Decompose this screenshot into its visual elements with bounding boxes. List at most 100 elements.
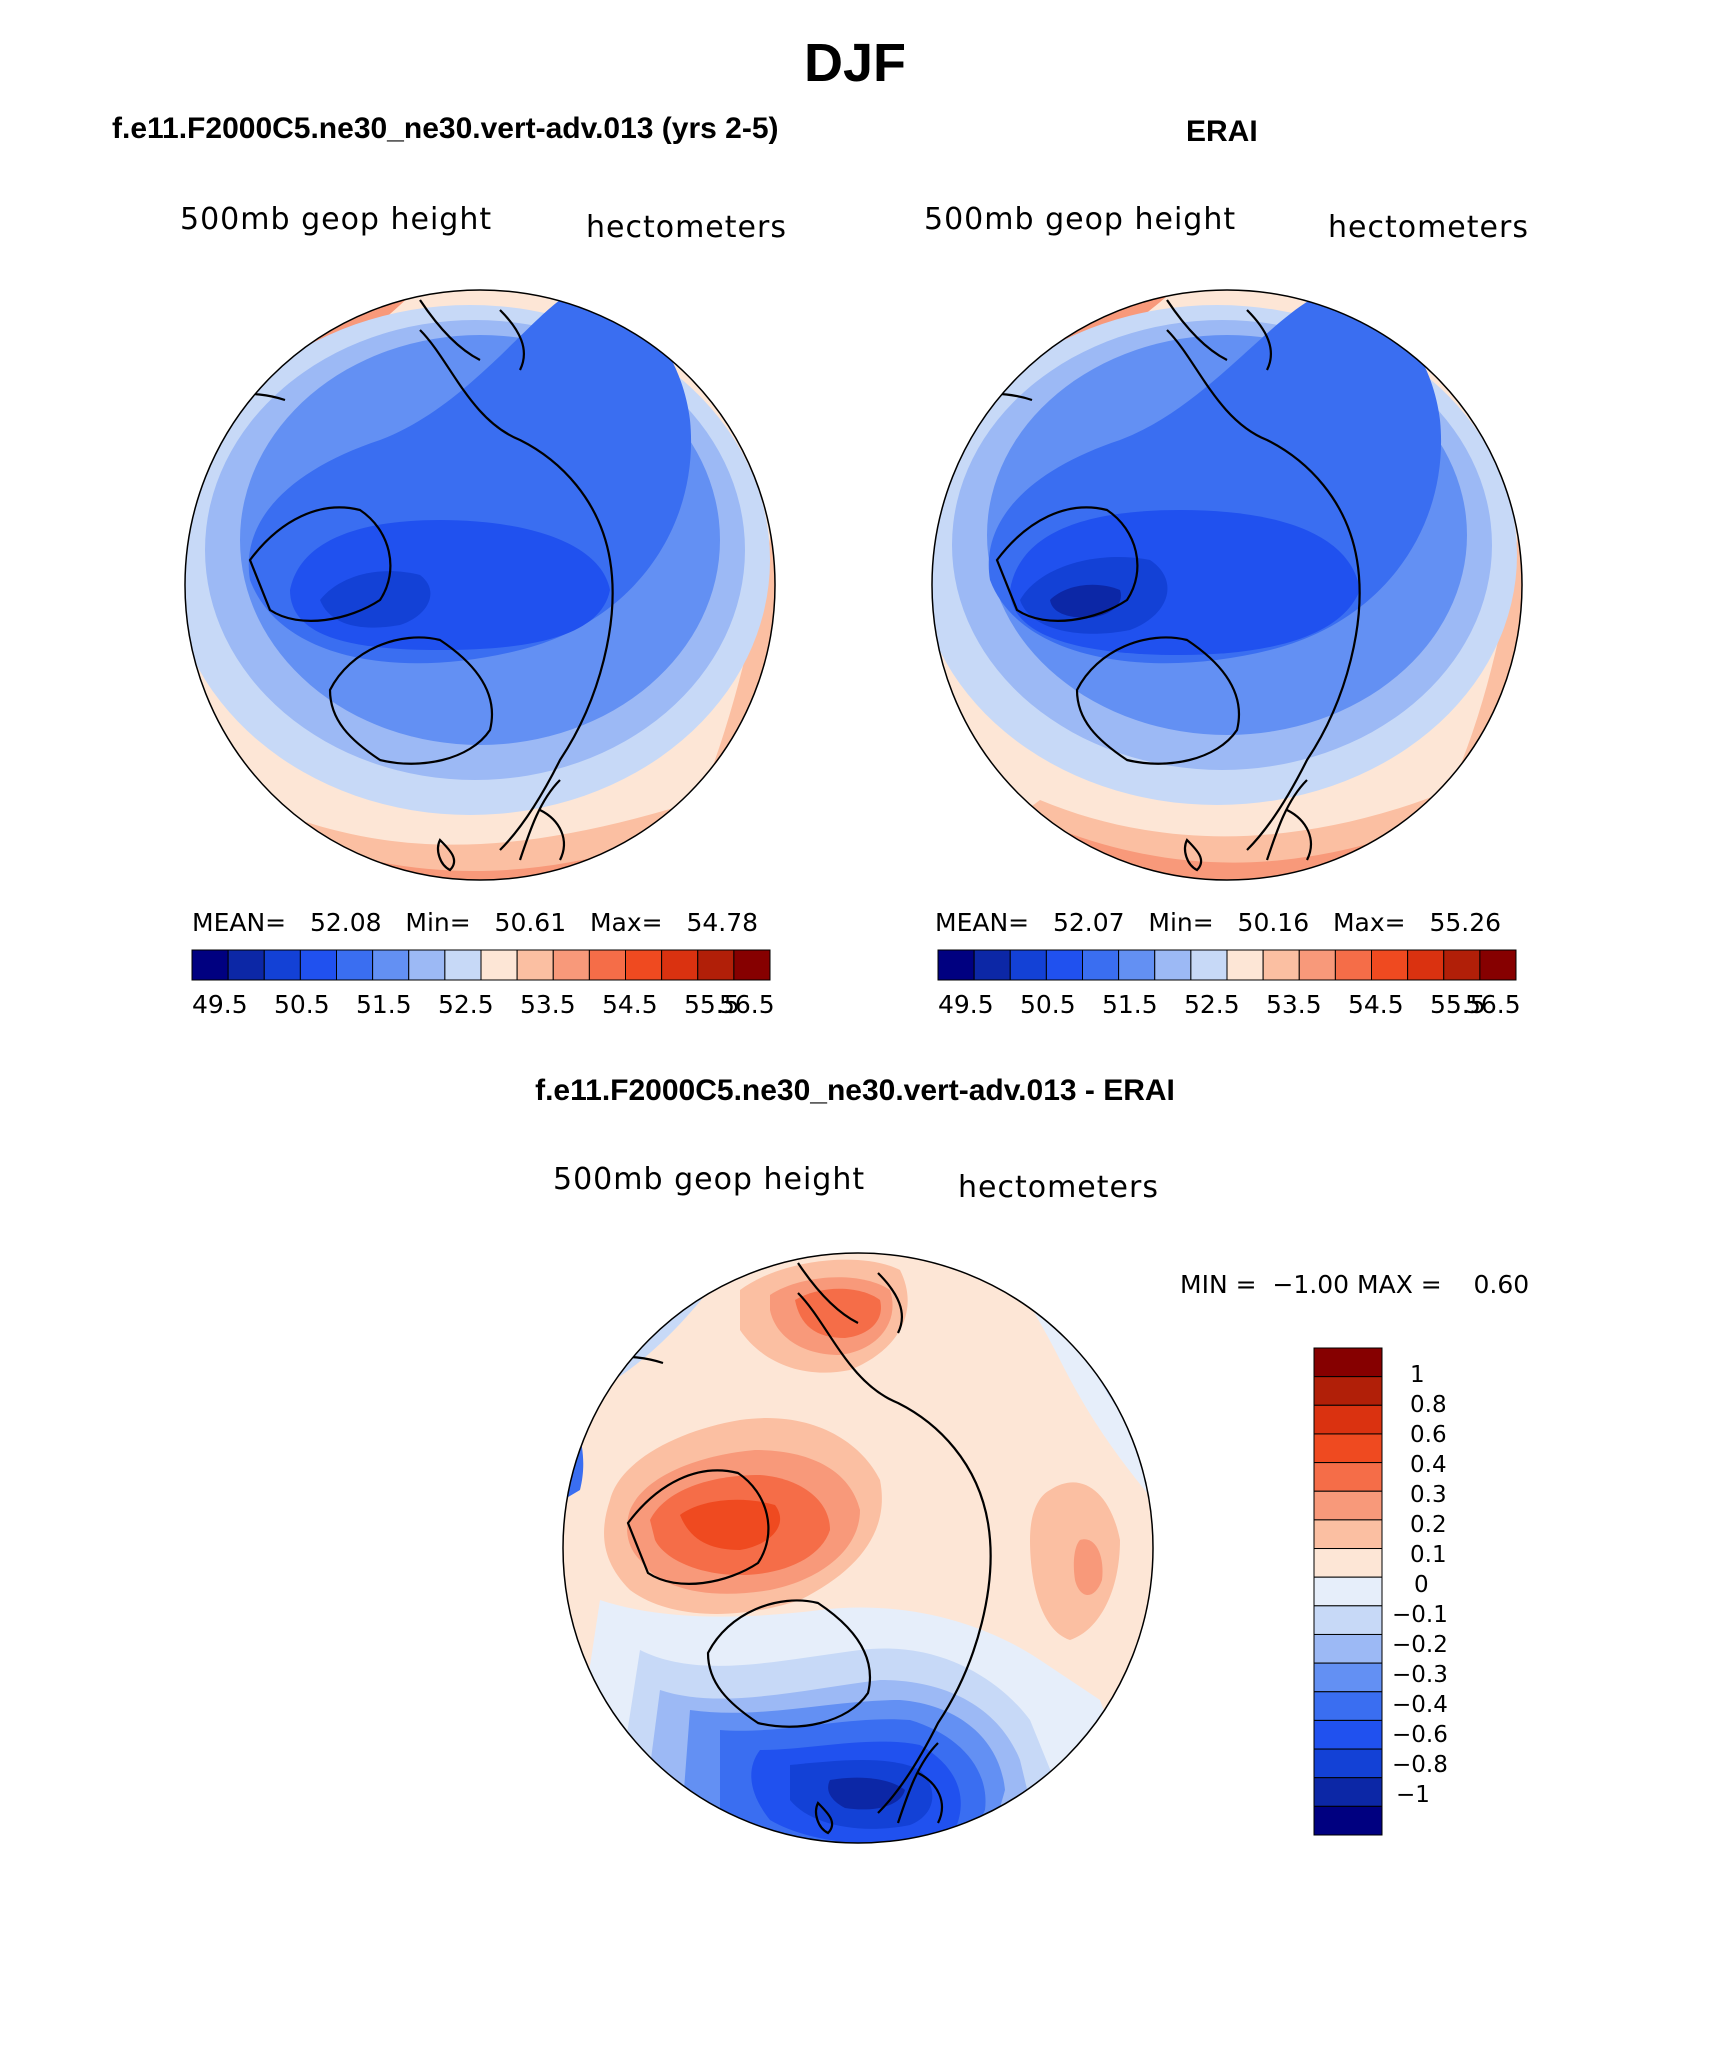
erai-colorbar-swatch (1407, 949, 1445, 981)
erai-colorbar-swatch (1334, 949, 1372, 981)
erai-colorbar-swatch (1045, 949, 1083, 981)
erai-max-value: 55.26 (1429, 908, 1502, 937)
erai-colorbar-swatch (1190, 949, 1228, 981)
erai-cbar-label: 51.5 (1102, 990, 1158, 1019)
erai-colorbar-swatch (973, 949, 1011, 981)
diff-cbar-label: 1 (1410, 1362, 1425, 1388)
model-cbar-label: 50.5 (274, 990, 330, 1019)
erai-min-label: Min= (1148, 908, 1214, 937)
diff-right-string: hectometers (958, 1170, 1159, 1205)
erai-cbar-label: 53.5 (1266, 990, 1322, 1019)
diff-colorbar-swatch (1313, 1548, 1383, 1578)
erai-cbar-label: 56.5 (1465, 990, 1521, 1019)
model-colorbar-swatch (444, 949, 482, 981)
erai-colorbar-swatch (1479, 949, 1517, 981)
erai-colorbar-swatch (1443, 949, 1481, 981)
erai-colorbar (937, 949, 1517, 981)
model-colorbar-swatch (552, 949, 590, 981)
model-map (184, 289, 776, 881)
erai-colorbar-swatch (1371, 949, 1409, 981)
model-cbar-label: 56.5 (719, 990, 775, 1019)
erai-stats: MEAN= 52.07 Min= 50.16 Max= 55.26 (935, 908, 1501, 937)
erai-colorbar-swatch (1009, 949, 1047, 981)
diff-panel-title: f.e11.F2000C5.ne30_ne30.vert-adv.013 - E… (535, 1074, 1175, 1107)
diff-colorbar-swatch (1313, 1519, 1383, 1550)
diff-cbar-label: 0.1 (1410, 1542, 1447, 1568)
model-colorbar-swatch (227, 949, 265, 981)
erai-cbar-label: 49.5 (938, 990, 994, 1019)
diff-cbar-label: −0.3 (1392, 1662, 1448, 1688)
diff-cbar-label: 0.6 (1410, 1422, 1447, 1448)
diff-cbar-label: −0.6 (1392, 1722, 1448, 1748)
diff-colorbar-swatch (1313, 1805, 1383, 1836)
diff-cbar-label: −0.4 (1392, 1692, 1448, 1718)
diff-colorbar-swatch (1313, 1490, 1383, 1521)
diff-min-label: MIN = (1180, 1270, 1257, 1299)
diff-colorbar-swatch (1313, 1576, 1383, 1607)
diff-colorbar-swatch (1313, 1433, 1383, 1464)
diff-min-value: −1.00 (1272, 1270, 1350, 1299)
erai-coastlines (976, 299, 1361, 872)
diff-colorbar-swatch (1313, 1691, 1383, 1721)
diff-colorbar-labels: 1 0.8 0.6 0.4 0.3 0.2 0.1 0 −0.1 −0.2 −0… (1392, 1362, 1472, 1822)
diff-colorbar-swatch (1313, 1404, 1383, 1435)
model-colorbar-swatch (516, 949, 554, 981)
model-colorbar-swatch (408, 949, 446, 981)
model-mean-value: 52.08 (309, 908, 382, 937)
diff-colorbar-swatch (1313, 1633, 1383, 1664)
model-cbar-label: 53.5 (520, 990, 576, 1019)
diff-colorbar-swatch (1313, 1462, 1383, 1492)
diff-left-string: 500mb geop height (553, 1162, 866, 1197)
model-cbar-label: 54.5 (602, 990, 658, 1019)
model-min-label: Min= (405, 908, 471, 937)
model-cbar-label: 51.5 (356, 990, 412, 1019)
erai-colorbar-swatch (1118, 949, 1156, 981)
erai-colorbar-swatch (1262, 949, 1300, 981)
diff-colorbar (1313, 1347, 1383, 1836)
diff-cbar-label: 0.8 (1410, 1392, 1447, 1418)
erai-min-value: 50.16 (1237, 908, 1310, 937)
erai-cbar-label: 50.5 (1020, 990, 1076, 1019)
model-colorbar-swatch (625, 949, 663, 981)
diff-max-label: MAX = (1357, 1270, 1442, 1299)
model-colorbar-swatch (372, 949, 410, 981)
diff-colorbar-swatch (1313, 1777, 1383, 1807)
model-cbar-label: 55.5 (684, 990, 740, 1019)
diff-cbar-label: −0.2 (1392, 1632, 1448, 1658)
diff-coastlines (607, 1262, 992, 1835)
diff-colorbar-swatch (1313, 1719, 1383, 1750)
erai-colorbar-swatch (1226, 949, 1264, 981)
model-colorbar-swatch (263, 949, 301, 981)
model-colorbar-labels: 49.5 50.5 51.5 52.5 53.5 54.5 55.5 56.5 (192, 990, 775, 1020)
model-min-value: 50.61 (494, 908, 567, 937)
diff-cbar-label: 0.2 (1410, 1512, 1447, 1538)
model-panel-title: f.e11.F2000C5.ne30_ne30.vert-adv.013 (yr… (112, 112, 779, 145)
diff-colorbar-swatch (1313, 1605, 1383, 1635)
erai-map (931, 289, 1523, 881)
model-cbar-label: 52.5 (438, 990, 494, 1019)
erai-colorbar-labels: 49.5 50.5 51.5 52.5 53.5 54.5 55.5 56.5 (938, 990, 1521, 1020)
model-colorbar-swatch (733, 949, 771, 981)
model-max-label: Max= (589, 908, 663, 937)
diff-cbar-label: 0.3 (1410, 1482, 1447, 1508)
erai-colorbar-swatch (1082, 949, 1120, 981)
model-left-string: 500mb geop height (180, 202, 493, 237)
erai-panel-title: ERAI (1186, 115, 1258, 148)
model-colorbar-swatch (480, 949, 518, 981)
erai-mean-label: MEAN= (935, 908, 1030, 937)
erai-cbar-label: 54.5 (1348, 990, 1404, 1019)
diff-cbar-label: −1 (1396, 1782, 1430, 1808)
model-cbar-label: 49.5 (192, 990, 248, 1019)
erai-left-string: 500mb geop height (924, 202, 1237, 237)
diff-colorbar-swatch (1313, 1662, 1383, 1693)
model-stats: MEAN= 52.08 Min= 50.61 Max= 54.78 (192, 908, 758, 937)
erai-cbar-label: 52.5 (1184, 990, 1240, 1019)
diff-colorbar-swatch (1313, 1376, 1383, 1406)
erai-mean-value: 52.07 (1052, 908, 1125, 937)
figure-title: DJF (803, 33, 906, 93)
erai-cbar-label: 55.5 (1430, 990, 1486, 1019)
diff-cbar-label: −0.8 (1392, 1752, 1448, 1778)
model-colorbar-swatch (588, 949, 626, 981)
diff-cbar-label: −0.1 (1392, 1602, 1448, 1628)
